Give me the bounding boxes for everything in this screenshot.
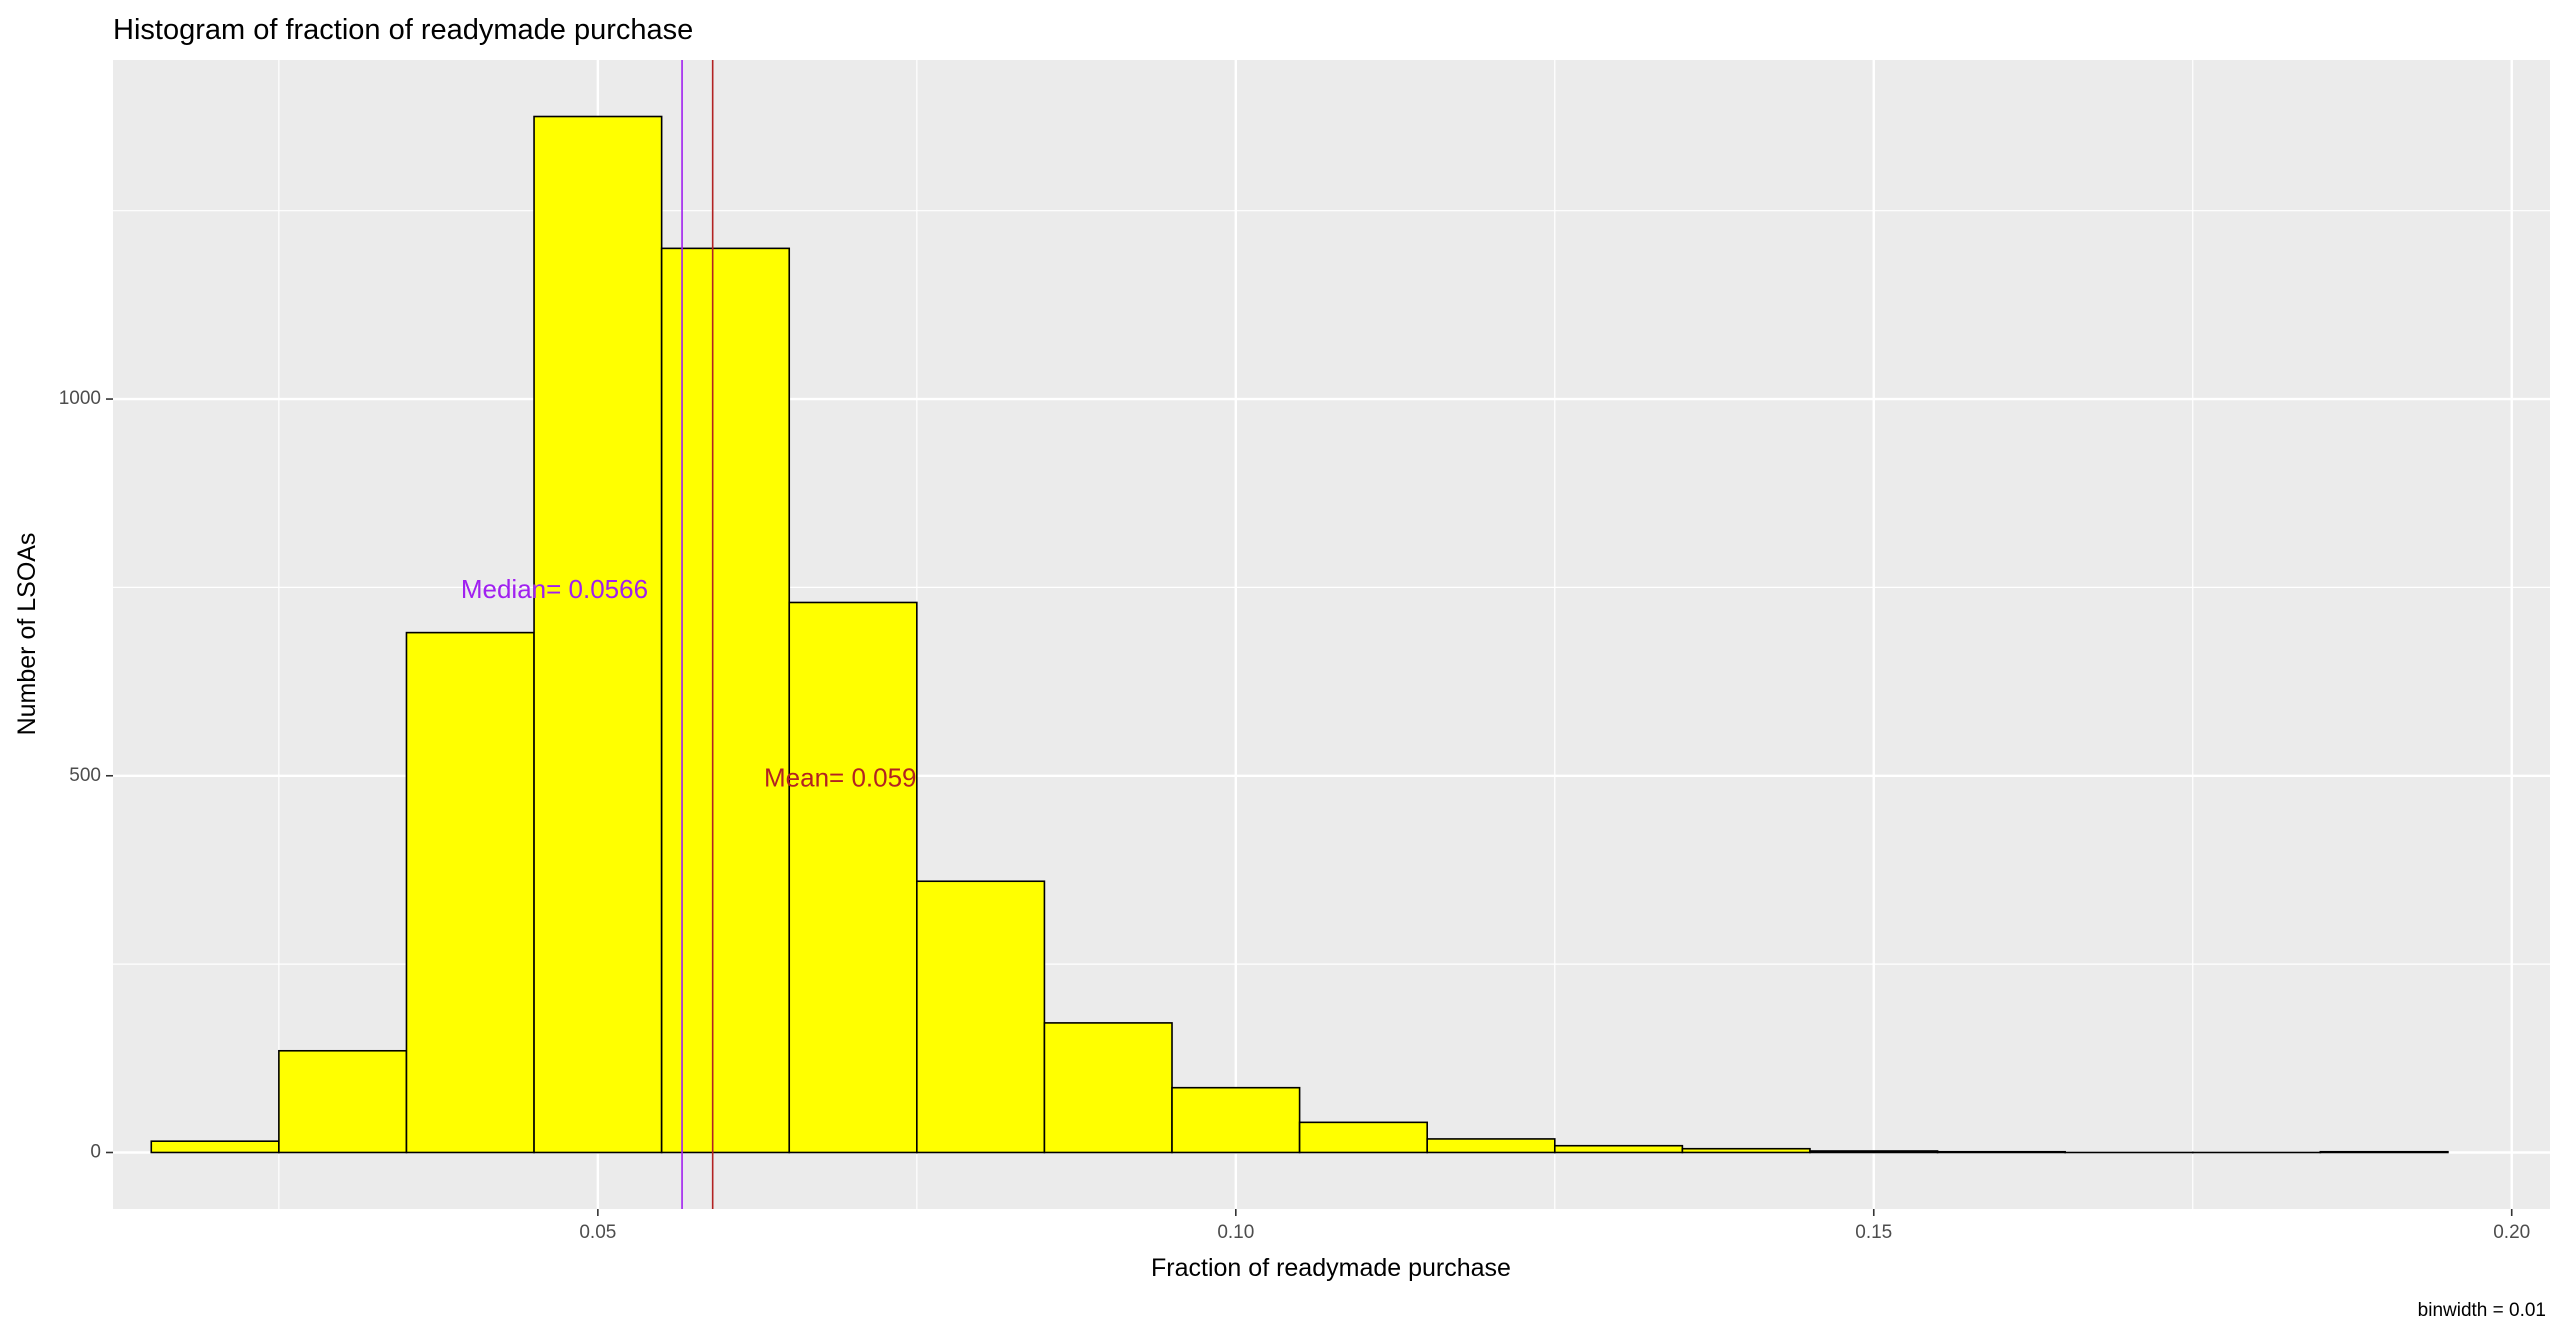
y-tick-label: 1000: [59, 388, 101, 409]
x-tick-label: 0.15: [1855, 1222, 1892, 1243]
histogram-bar: [916, 880, 1046, 1154]
reference-line-label: Median= 0.0566: [461, 574, 648, 604]
x-tick-label: 0.20: [2493, 1222, 2530, 1243]
histogram-bar: [533, 115, 663, 1154]
reference-annotations: Median= 0.0566 Mean= 0.059: [461, 574, 917, 792]
histogram-bar: [1809, 1150, 1939, 1154]
x-tick-label: 0.05: [579, 1222, 616, 1243]
x-tick-label: 0.10: [1217, 1222, 1254, 1243]
x-axis: 0.05 0.10 0.15 0.20: [579, 1209, 2530, 1243]
y-axis: 0 500 1000: [59, 388, 113, 1163]
histogram-bar: [1936, 1150, 2066, 1154]
histogram-bar: [1298, 1121, 1428, 1154]
histogram-bar: [2319, 1150, 2449, 1154]
histogram-bar: [1043, 1022, 1173, 1154]
histogram-bars: [150, 115, 2449, 1154]
histogram-bar: [1171, 1086, 1301, 1154]
histogram-bar: [1681, 1147, 1811, 1154]
binwidth-caption: binwidth = 0.01: [2418, 1300, 2546, 1321]
chart-title: Histogram of fraction of readymade purch…: [113, 14, 693, 46]
histogram-bar: [150, 1140, 280, 1154]
x-axis-title: Fraction of readymade purchase: [1151, 1254, 1511, 1282]
reference-lines: [681, 60, 714, 1209]
y-tick-label: 0: [90, 1142, 101, 1163]
histogram-bar: [660, 247, 791, 1154]
histogram-bar: [788, 601, 918, 1154]
reference-line-label: Mean= 0.059: [764, 762, 917, 792]
histogram-bar: [1553, 1144, 1684, 1154]
histogram-bar: [278, 1049, 408, 1154]
y-axis-title: Number of LSOAs: [13, 533, 41, 736]
histogram-bar: [405, 631, 535, 1154]
histogram-bar: [1426, 1138, 1556, 1154]
y-tick-label: 500: [69, 765, 101, 786]
